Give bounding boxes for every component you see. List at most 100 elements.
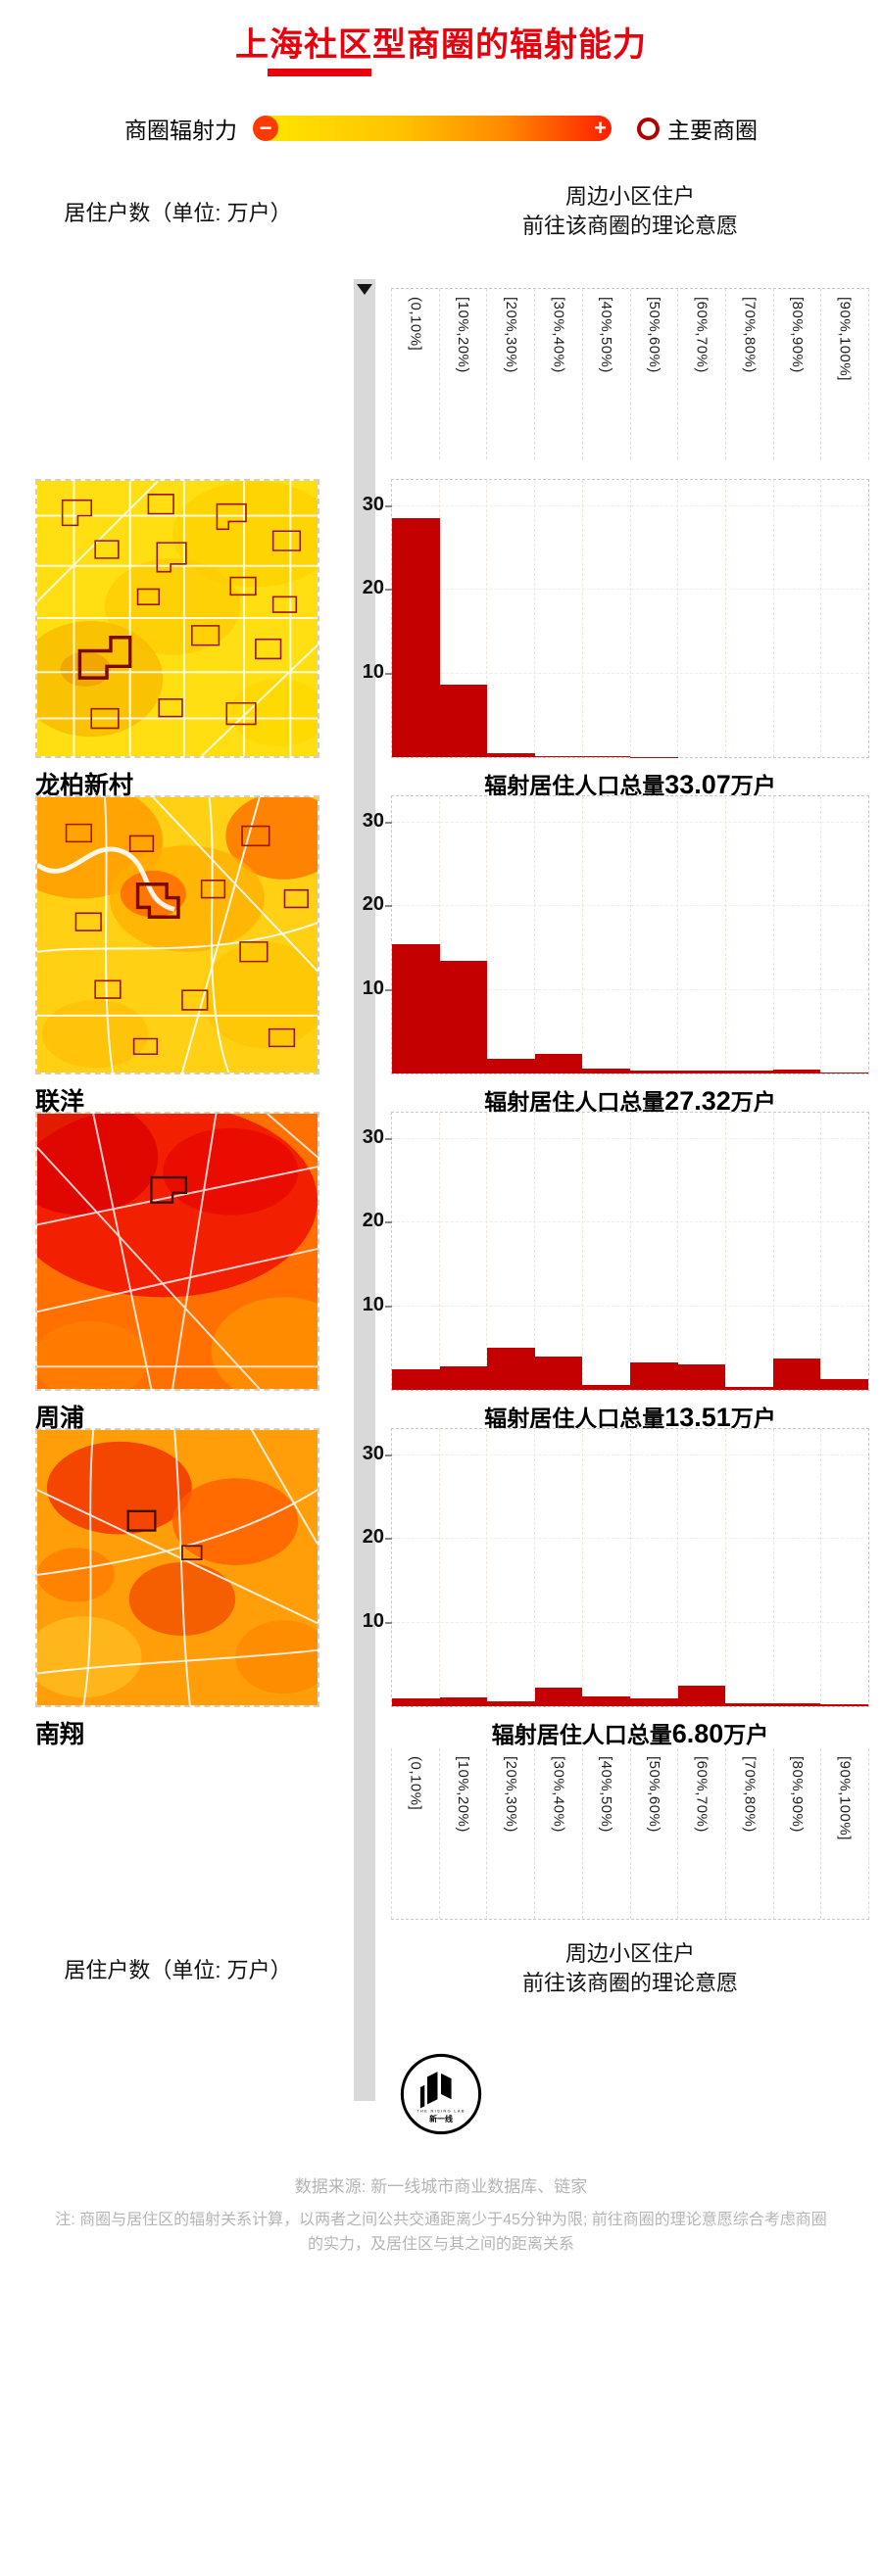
grid-cell [487, 1429, 536, 1706]
grid-cell [774, 1429, 822, 1706]
total-prefix: 辐射居住人口总量 [484, 773, 665, 798]
bin-label: [60%,70%) [693, 297, 710, 373]
title-underline [268, 69, 371, 76]
page-title: 上海社区型商圈的辐射能力 [235, 26, 647, 64]
bin-label-cell: [10%,20%) [438, 289, 487, 459]
bin-label: [90%,100%] [836, 1756, 854, 1840]
x-axis-title-line1: 周边小区住户 [564, 1941, 695, 1966]
district-name: 联洋 [35, 1088, 85, 1116]
y-axis-title-top: 居住户数（单位: 万户） [64, 201, 292, 225]
bin-label: [70%,80%) [741, 297, 759, 373]
grid-cell [535, 1429, 583, 1706]
grid-cell [440, 480, 488, 757]
grid-cell [487, 480, 536, 757]
grid-cell [392, 796, 440, 1073]
bar [629, 1071, 678, 1073]
row-caption: 联洋 辐射居住人口总量27.32万户 [0, 1082, 882, 1116]
plus-icon: + [594, 116, 607, 140]
data-source-note: 数据来源: 新一线城市商业数据库、链家 [294, 2177, 588, 2196]
x-axis-title-line2: 前往该商圈的理论意愿 [521, 1971, 738, 1995]
bar [487, 752, 535, 757]
bin-label-cell: [10%,20%) [438, 1748, 487, 1919]
bar [772, 1359, 821, 1390]
gradient-legend-label: 商圈辐射力 [124, 118, 237, 143]
bar [725, 1071, 773, 1073]
bin-label-cell: [20%,30%) [486, 289, 534, 459]
bin-label: [40%,50%) [598, 1756, 615, 1833]
x-axis-title-line1: 周边小区住户 [564, 184, 695, 209]
bin-label-cell: [60%,70%) [677, 1748, 725, 1919]
bin-label-cell: [50%,60%) [629, 1748, 678, 1919]
bar [392, 517, 440, 757]
bar [772, 1070, 821, 1073]
y-tick-label: 20 [362, 577, 384, 599]
row-caption: 龙柏新村 辐射居住人口总量33.07万户 [0, 766, 882, 799]
bin-label: [20%,30%) [502, 297, 519, 373]
bar [392, 1369, 440, 1390]
bin-label-cell: [80%,90%) [772, 289, 821, 459]
bin-label: [90%,100%] [836, 297, 854, 381]
bar [534, 755, 583, 757]
district-name: 周浦 [35, 1405, 85, 1432]
bar-chart-lianyang: 30 20 10 [363, 795, 869, 1074]
bar-chart-nanxiang: 30 20 10 [363, 1428, 869, 1707]
grid-cell [583, 1113, 631, 1390]
grid-cell [583, 480, 631, 757]
gridline [392, 905, 868, 907]
grid-cell [774, 480, 822, 757]
bin-label-cell: [70%,80%) [724, 289, 773, 459]
y-tick-mark [385, 1454, 392, 1456]
total-unit: 万户 [723, 1722, 769, 1747]
district-row-zhoupu: 30 20 10 周浦 辐射居住人口总量13.51万户 [0, 1112, 882, 1432]
bin-label: [10%,20%) [455, 297, 472, 373]
rising-lab-logo: THE RISING LAB 新一线 [0, 2051, 882, 2137]
total-value: 13.51 [664, 1403, 731, 1432]
y-tick-label: 30 [362, 809, 384, 832]
bin-label-cell: [30%,40%) [534, 1748, 582, 1919]
bin-label: [20%,30%) [502, 1756, 519, 1833]
grid-cell [535, 1113, 583, 1390]
total-prefix: 辐射居住人口总量 [491, 1722, 672, 1747]
chart-grid [392, 1429, 868, 1706]
bin-label-cell: [40%,50%) [581, 1748, 630, 1919]
district-total: 辐射居住人口总量27.32万户 [391, 1083, 869, 1117]
row-caption: 南翔 辐射居住人口总量6.80万户 [0, 1715, 882, 1748]
total-prefix: 辐射居住人口总量 [484, 1406, 665, 1431]
grid-cell [583, 796, 631, 1073]
bin-label: (0,10%] [407, 1756, 424, 1811]
methodology-note: 注: 商圈与居住区的辐射关系计算，以两者之间公共交通距离少于45分钟为限; 前往… [55, 2212, 827, 2253]
grid-cell [487, 1113, 536, 1390]
grid-cell [678, 796, 726, 1073]
bar [677, 1071, 726, 1073]
y-tick-mark [385, 905, 392, 908]
bar [487, 1348, 535, 1390]
grid-cell [535, 796, 583, 1073]
heatmap-longbaixincun [35, 479, 319, 758]
bar [677, 1364, 726, 1390]
bar [534, 1054, 583, 1073]
column-headers-top: 居住户数（单位: 万户） 周边小区住户 前往该商圈的理论意愿 [0, 182, 882, 241]
total-prefix: 辐射居住人口总量 [484, 1089, 665, 1115]
column-headers-bottom: 居住户数（单位: 万户） 周边小区住户 前往该商圈的理论意愿 [0, 1939, 882, 1998]
bin-label: [10%,20%) [455, 1756, 472, 1833]
bar [582, 1068, 630, 1073]
grid-cell [631, 480, 679, 757]
grid-cell [631, 796, 679, 1073]
total-unit: 万户 [730, 1089, 776, 1115]
bars-layer [392, 480, 868, 757]
bar [772, 1702, 821, 1706]
bar [725, 1386, 773, 1390]
y-tick-mark [385, 1538, 392, 1541]
grid-cell [535, 480, 583, 757]
bin-label: [80%,90%) [788, 1756, 806, 1833]
grid-cell [726, 796, 774, 1073]
bin-label-cell: (0,10%] [391, 1748, 439, 1919]
gridline [392, 1538, 868, 1540]
y-tick-mark [385, 1622, 392, 1625]
bin-label-cell: [30%,40%) [534, 289, 582, 459]
y-tick-label: 20 [362, 893, 384, 916]
bin-label-cell: (0,10%] [391, 289, 439, 459]
heatmap-nanxiang [35, 1428, 319, 1707]
gridline [392, 589, 868, 591]
bars-layer [392, 1429, 868, 1706]
